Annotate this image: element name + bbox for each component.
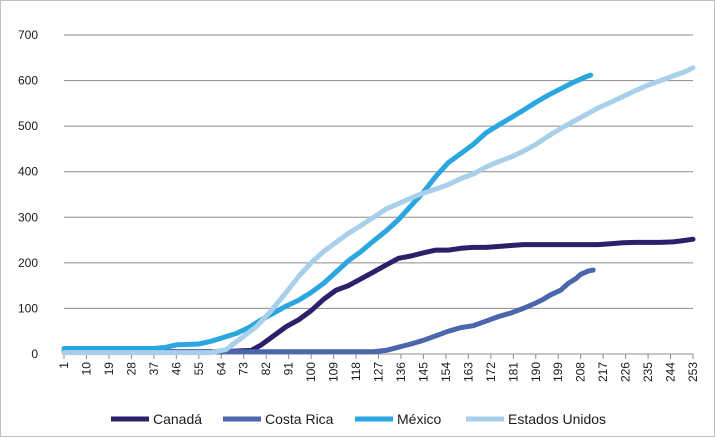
x-tick-label: 217 (596, 362, 610, 382)
x-tick-label: 37 (147, 362, 161, 376)
legend-label: Canadá (153, 411, 202, 427)
y-tick-label: 600 (18, 74, 38, 88)
y-axis-ticks: 0 100 200 300 400 500 600 700 (18, 28, 38, 361)
legend-label: Estados Unidos (508, 411, 606, 427)
y-tick-label: 300 (18, 210, 38, 224)
y-tick-label: 0 (31, 347, 38, 361)
x-tick-label: 1 (57, 362, 71, 369)
y-tick-label: 200 (18, 256, 38, 270)
series-lines (61, 65, 696, 356)
series-line-2 (61, 267, 596, 355)
x-tick-label: 163 (461, 362, 475, 382)
x-tick-label: 19 (102, 362, 116, 376)
x-tick-label: 145 (416, 362, 430, 382)
x-tick-label: 118 (349, 362, 363, 381)
x-tick-label: 190 (529, 362, 543, 382)
x-tick-label: 181 (506, 362, 520, 382)
x-tick-label: 172 (484, 362, 498, 382)
x-tick-label: 91 (282, 362, 296, 376)
x-tick-label: 154 (439, 362, 453, 382)
x-axis: 1 10 19 28 37 46 55 64 73 82 91 100 109 118 127 136 145 1… (57, 353, 700, 382)
x-tick-label: 244 (664, 362, 678, 382)
x-tick-label: 55 (192, 362, 206, 376)
x-tick-label: 253 (686, 362, 700, 382)
x-tick-label: 73 (237, 362, 251, 376)
x-tick-label: 136 (394, 362, 408, 382)
y-tick-label: 700 (18, 28, 38, 42)
x-tick-label: 28 (124, 362, 138, 376)
gridlines (64, 34, 693, 309)
x-tick-label: 100 (304, 362, 318, 382)
legend-label: Costa Rica (265, 411, 334, 427)
x-tick-label: 109 (327, 362, 341, 382)
legend: Canadá Costa Rica México Estados Unidos (111, 411, 606, 427)
x-tick-label: 46 (169, 362, 183, 376)
x-tick-label: 10 (79, 362, 93, 376)
series-line-3 (61, 72, 594, 351)
y-tick-label: 500 (18, 119, 38, 133)
x-tick-label: 199 (551, 362, 565, 382)
x-tick-label: 64 (214, 362, 228, 376)
x-tick-label: 208 (574, 362, 588, 382)
x-tick-label: 235 (641, 362, 655, 382)
series-line-1 (61, 236, 696, 355)
legend-label: México (397, 411, 442, 427)
x-tick-label: 82 (259, 362, 273, 376)
x-tick-label: 226 (619, 362, 633, 382)
x-tick-label: 127 (372, 362, 386, 382)
series-line-4 (61, 65, 696, 356)
y-tick-label: 100 (18, 301, 38, 315)
y-tick-label: 400 (18, 165, 38, 179)
